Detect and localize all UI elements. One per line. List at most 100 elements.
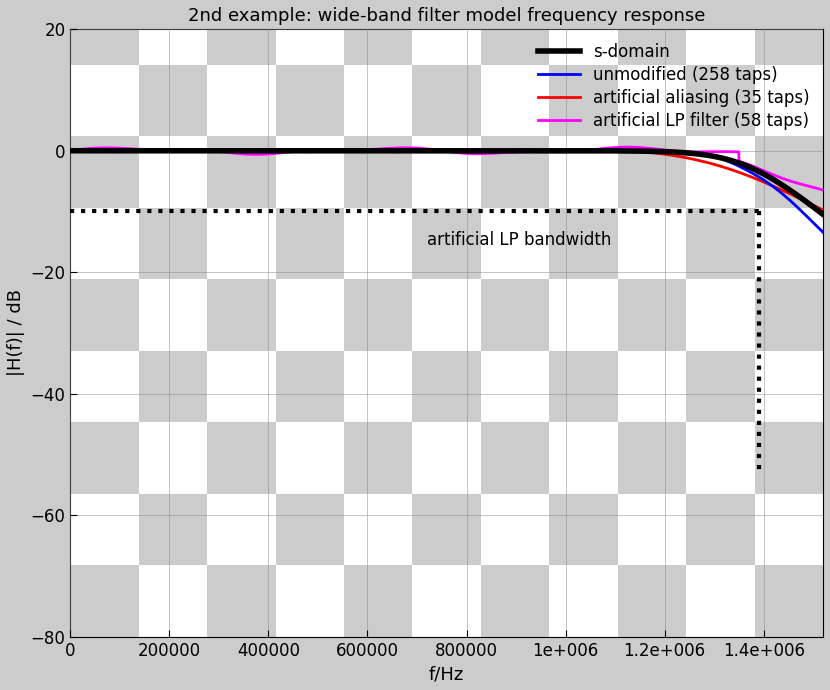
Bar xyxy=(823,422,830,494)
Bar xyxy=(208,279,276,351)
artificial aliasing (35 taps) xyxy=(779,186,788,195)
unmodified (258 taps) xyxy=(66,146,76,155)
artificial LP filter (58 taps) xyxy=(622,143,632,151)
Bar xyxy=(686,494,754,565)
Bar xyxy=(276,494,344,565)
Bar xyxy=(618,351,686,422)
artificial LP filter (58 taps) xyxy=(818,186,828,195)
Bar xyxy=(413,208,481,279)
Bar xyxy=(618,565,686,637)
Line: artificial LP filter (58 taps): artificial LP filter (58 taps) xyxy=(71,147,823,190)
s-domain xyxy=(110,146,120,155)
artificial aliasing (35 taps) xyxy=(110,146,120,155)
Bar xyxy=(413,565,481,637)
Bar xyxy=(754,351,823,422)
Bar xyxy=(276,208,344,279)
Bar xyxy=(71,65,139,137)
Bar xyxy=(549,208,618,279)
Legend: s-domain, unmodified (258 taps), artificial aliasing (35 taps), artificial LP fi: s-domain, unmodified (258 taps), artific… xyxy=(533,38,815,135)
Bar xyxy=(344,422,413,494)
Bar xyxy=(208,0,276,65)
Bar xyxy=(549,494,618,565)
Bar xyxy=(139,351,208,422)
Bar xyxy=(344,137,413,208)
Bar xyxy=(71,137,139,208)
Bar xyxy=(823,65,830,137)
Bar xyxy=(618,494,686,565)
artificial aliasing (35 taps) xyxy=(582,146,592,154)
unmodified (258 taps) xyxy=(96,146,106,154)
s-domain xyxy=(818,210,828,219)
artificial aliasing (35 taps) xyxy=(213,146,223,155)
Bar xyxy=(276,65,344,137)
Bar xyxy=(754,65,823,137)
Bar xyxy=(823,208,830,279)
artificial aliasing (35 taps) xyxy=(433,146,443,155)
Bar xyxy=(549,137,618,208)
Bar xyxy=(618,422,686,494)
artificial LP filter (58 taps) xyxy=(213,147,223,155)
Bar xyxy=(208,137,276,208)
Bar xyxy=(823,0,830,65)
Bar xyxy=(754,137,823,208)
s-domain xyxy=(213,146,223,155)
Bar xyxy=(481,279,549,351)
artificial LP filter (58 taps) xyxy=(110,144,120,152)
Bar xyxy=(823,494,830,565)
Bar xyxy=(139,65,208,137)
Bar xyxy=(754,0,823,65)
Bar xyxy=(344,279,413,351)
Bar xyxy=(139,279,208,351)
Bar xyxy=(139,494,208,565)
Bar xyxy=(344,565,413,637)
Bar xyxy=(413,422,481,494)
Line: s-domain: s-domain xyxy=(71,150,823,215)
Bar xyxy=(823,351,830,422)
Bar xyxy=(686,0,754,65)
Line: unmodified (258 taps): unmodified (258 taps) xyxy=(71,150,823,233)
Bar xyxy=(139,208,208,279)
Bar xyxy=(208,565,276,637)
Bar xyxy=(686,65,754,137)
Bar xyxy=(481,0,549,65)
Bar xyxy=(481,494,549,565)
artificial aliasing (35 taps) xyxy=(96,146,106,155)
Bar xyxy=(686,279,754,351)
Text: artificial LP bandwidth: artificial LP bandwidth xyxy=(427,231,611,249)
Bar xyxy=(208,494,276,565)
Bar xyxy=(618,279,686,351)
Bar xyxy=(139,565,208,637)
artificial LP filter (58 taps) xyxy=(66,146,76,155)
Bar xyxy=(344,351,413,422)
Bar xyxy=(754,565,823,637)
Bar xyxy=(413,0,481,65)
unmodified (258 taps) xyxy=(213,148,223,156)
s-domain xyxy=(69,146,79,155)
Bar xyxy=(754,208,823,279)
Bar xyxy=(344,494,413,565)
Bar xyxy=(71,565,139,637)
Bar xyxy=(344,0,413,65)
Bar xyxy=(549,422,618,494)
Bar xyxy=(413,351,481,422)
Bar xyxy=(686,565,754,637)
Bar xyxy=(618,0,686,65)
s-domain xyxy=(433,146,443,155)
Bar xyxy=(686,422,754,494)
Bar xyxy=(618,65,686,137)
Bar xyxy=(549,0,618,65)
Bar xyxy=(413,279,481,351)
Bar xyxy=(618,208,686,279)
Bar xyxy=(71,208,139,279)
Bar xyxy=(71,351,139,422)
unmodified (258 taps) xyxy=(173,146,183,154)
Y-axis label: |H(f)| / dB: |H(f)| / dB xyxy=(7,290,25,377)
Bar xyxy=(823,565,830,637)
artificial LP filter (58 taps) xyxy=(96,144,106,152)
Bar xyxy=(754,422,823,494)
Bar xyxy=(549,65,618,137)
Bar xyxy=(208,208,276,279)
Bar xyxy=(276,422,344,494)
unmodified (258 taps) xyxy=(433,146,443,154)
unmodified (258 taps) xyxy=(818,228,828,237)
